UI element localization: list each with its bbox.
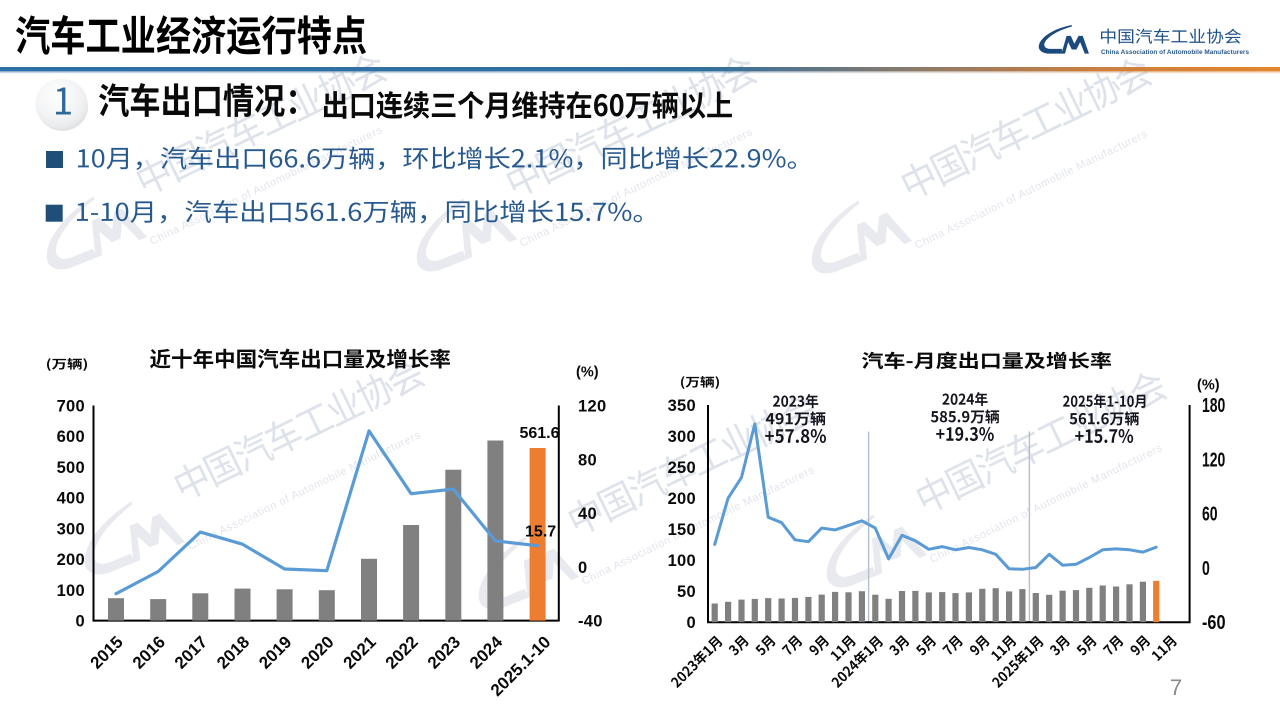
svg-text:-60: -60 [1202, 612, 1226, 634]
svg-text:China Association of Automobil: China Association of Automobile Manufact… [1101, 49, 1249, 56]
svg-text:150: 150 [668, 521, 696, 539]
svg-text:0: 0 [76, 613, 85, 631]
svg-text:60: 60 [1202, 504, 1218, 526]
svg-text:China Association of Automobil: China Association of Automobile Manufact… [186, 429, 423, 553]
svg-text:2020: 2020 [297, 632, 337, 672]
svg-text:100: 100 [57, 582, 85, 600]
svg-text:120: 120 [578, 398, 606, 416]
svg-text:300: 300 [57, 520, 85, 538]
svg-text:500: 500 [57, 459, 85, 477]
svg-text:0: 0 [1202, 558, 1210, 580]
svg-text:250: 250 [668, 459, 696, 477]
svg-text:2023: 2023 [424, 632, 464, 672]
svg-text:7: 7 [1170, 675, 1182, 700]
svg-text:200: 200 [57, 551, 85, 569]
svg-text:200: 200 [668, 490, 696, 508]
svg-text:2015: 2015 [87, 632, 127, 672]
svg-text:400: 400 [57, 490, 85, 508]
svg-text:China Association of Automobil: China Association of Automobile Manufact… [148, 124, 385, 248]
svg-text:15.7: 15.7 [525, 524, 556, 541]
svg-text:100: 100 [668, 552, 696, 570]
svg-text:2018: 2018 [213, 632, 253, 672]
svg-text:(%): (%) [1197, 378, 1220, 394]
svg-text:2021: 2021 [340, 632, 380, 672]
svg-text:50: 50 [677, 583, 696, 601]
svg-text:China Association of Automobil: China Association of Automobile Manufact… [580, 464, 817, 588]
svg-text:2022: 2022 [382, 632, 422, 672]
svg-text:700: 700 [57, 398, 85, 416]
svg-text:2019: 2019 [255, 632, 295, 672]
svg-text:2024: 2024 [466, 632, 507, 673]
svg-text:300: 300 [668, 428, 696, 446]
svg-text:80: 80 [578, 451, 597, 469]
svg-text:2016: 2016 [129, 632, 169, 672]
svg-text:2017: 2017 [171, 632, 211, 672]
svg-text:0: 0 [578, 559, 587, 577]
svg-text:600: 600 [57, 428, 85, 446]
svg-text:China Association of Automobil: China Association of Automobile Manufact… [913, 128, 1150, 252]
svg-text:561.6: 561.6 [519, 425, 559, 442]
svg-text:0: 0 [687, 614, 696, 632]
svg-text:180: 180 [1202, 395, 1225, 417]
svg-text:China Association of Automobil: China Association of Automobile Manufact… [518, 126, 755, 250]
svg-text:350: 350 [668, 397, 696, 415]
svg-text:40: 40 [578, 505, 597, 523]
svg-text:120: 120 [1202, 449, 1225, 471]
svg-text:(%): (%) [576, 365, 599, 381]
svg-text:-40: -40 [578, 613, 603, 631]
